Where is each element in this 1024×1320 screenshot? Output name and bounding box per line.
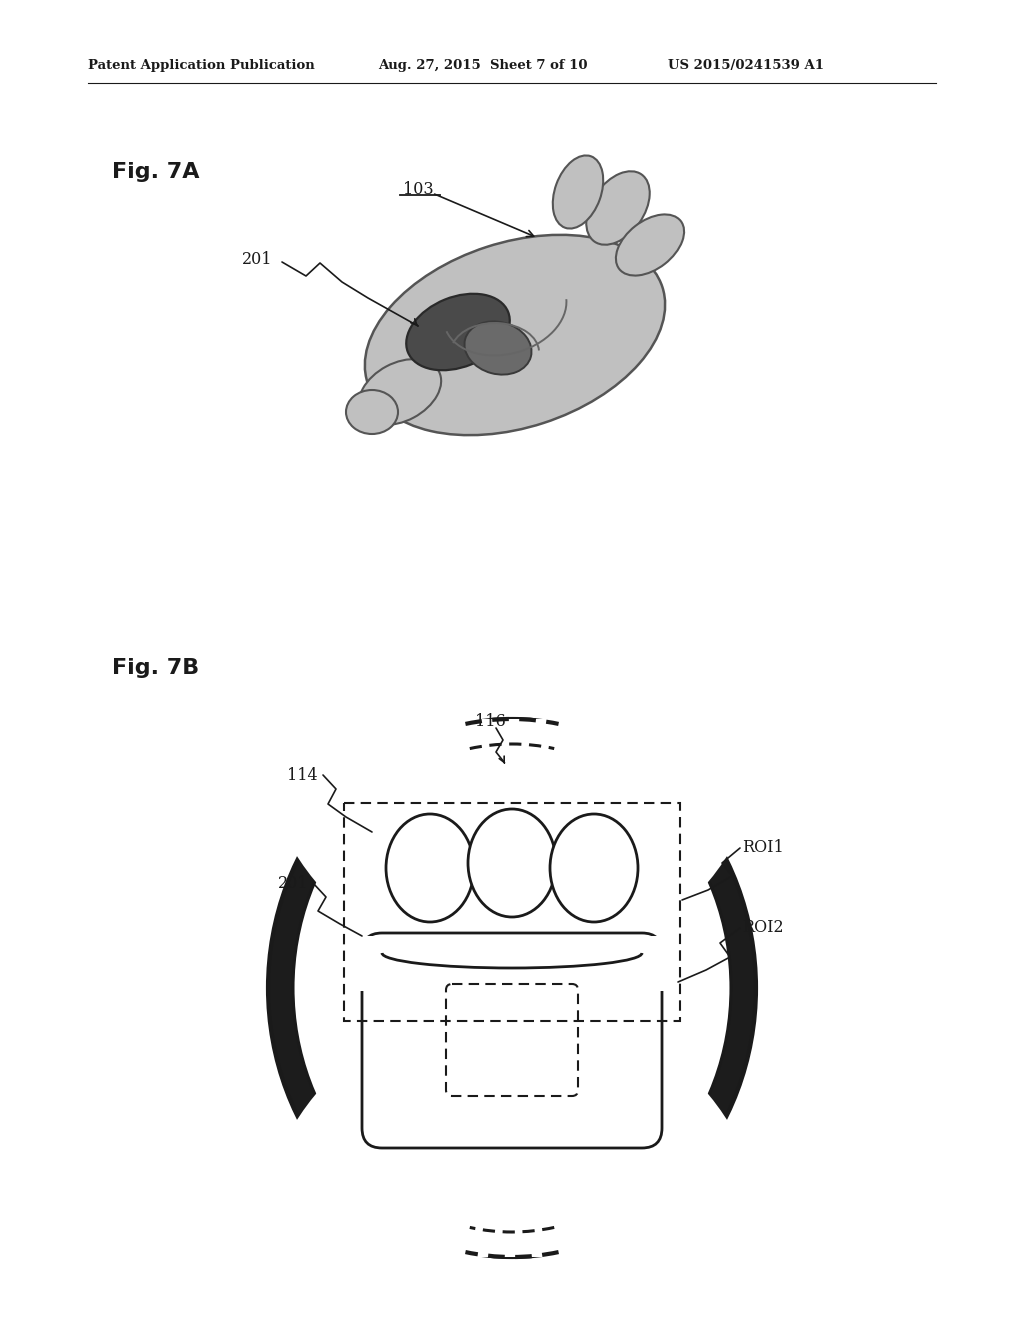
Ellipse shape — [268, 719, 756, 1257]
Bar — [347, 936, 677, 991]
Text: Aug. 27, 2015  Sheet 7 of 10: Aug. 27, 2015 Sheet 7 of 10 — [378, 58, 588, 71]
Ellipse shape — [358, 359, 441, 425]
Ellipse shape — [468, 809, 556, 917]
Ellipse shape — [550, 814, 638, 921]
Ellipse shape — [293, 744, 731, 1232]
Wedge shape — [282, 719, 742, 949]
Ellipse shape — [365, 235, 666, 436]
Text: 103: 103 — [402, 181, 433, 198]
Text: ROI1: ROI1 — [742, 840, 783, 857]
Text: ROI2: ROI2 — [742, 920, 783, 936]
Bar — [344, 803, 680, 1020]
Wedge shape — [257, 1002, 767, 1257]
Ellipse shape — [407, 294, 510, 370]
Ellipse shape — [386, 814, 474, 921]
Text: Patent Application Publication: Patent Application Publication — [88, 58, 314, 71]
Ellipse shape — [587, 172, 649, 244]
Text: 114: 114 — [288, 767, 318, 784]
Text: Fig. 7A: Fig. 7A — [112, 162, 200, 182]
Ellipse shape — [615, 214, 684, 276]
Ellipse shape — [346, 389, 398, 434]
Wedge shape — [257, 719, 767, 974]
FancyBboxPatch shape — [362, 933, 662, 1148]
Text: US 2015/0241539 A1: US 2015/0241539 A1 — [668, 58, 824, 71]
Text: 201: 201 — [242, 252, 272, 268]
Wedge shape — [282, 1027, 742, 1257]
Text: 201: 201 — [278, 874, 308, 891]
Ellipse shape — [553, 156, 603, 228]
Text: Fig. 7B: Fig. 7B — [112, 657, 200, 678]
Text: 116: 116 — [475, 714, 506, 730]
Ellipse shape — [465, 321, 531, 375]
